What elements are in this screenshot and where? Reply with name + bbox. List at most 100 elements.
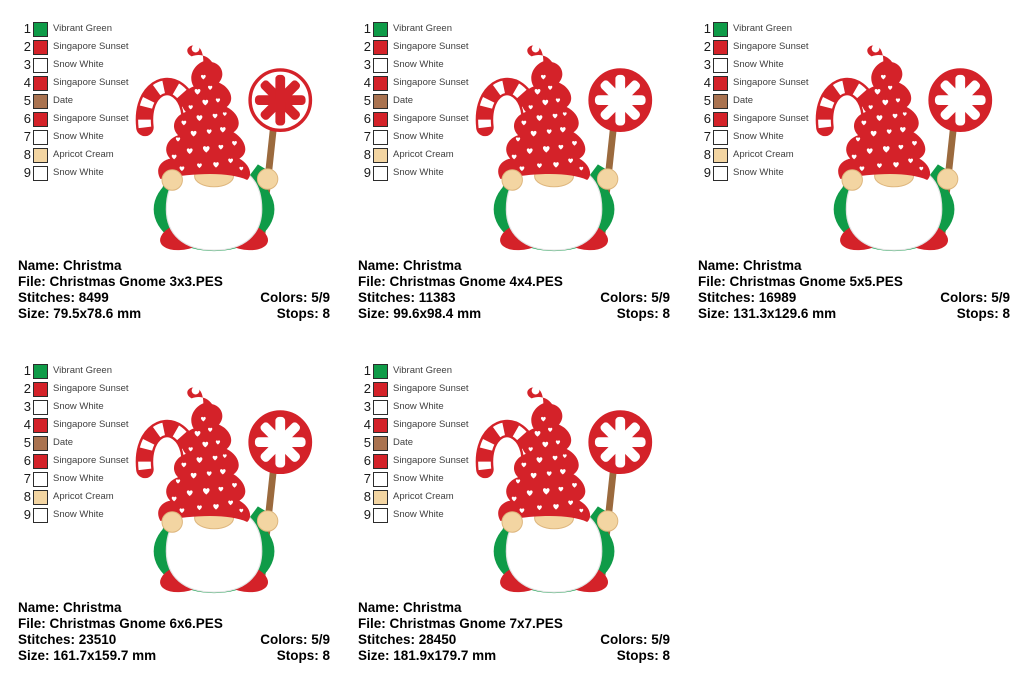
legend-item: 5 Date — [18, 435, 129, 451]
legend-number: 2 — [703, 39, 711, 54]
design-file: File: Christmas Gnome 5x5.PES — [698, 274, 903, 289]
legend-item: 7 Snow White — [358, 471, 469, 487]
legend-number: 6 — [703, 111, 711, 126]
gnome-right-hand — [256, 168, 279, 190]
legend-number: 3 — [703, 57, 711, 72]
design-stitches: Stitches: 16989 — [698, 290, 797, 305]
legend-swatch — [373, 453, 388, 469]
legend-number: 7 — [703, 129, 711, 144]
legend-label: Singapore Sunset — [733, 113, 809, 124]
legend-swatch — [33, 507, 48, 523]
legend-label: Snow White — [53, 473, 104, 484]
legend-number: 8 — [23, 147, 31, 162]
peppermint-lollipop-icon — [248, 68, 313, 133]
legend-item: 8 Apricot Cream — [358, 147, 469, 163]
gnome-hat — [158, 386, 251, 522]
legend-swatch — [33, 93, 48, 109]
gnome-illustration — [475, 386, 653, 594]
legend-swatch — [33, 39, 48, 55]
legend-number: 2 — [23, 381, 31, 396]
design-panel: 1 Vibrant Green 2 Singapore Sunset 3 Sno… — [350, 362, 682, 664]
gnome-left-hand — [841, 169, 863, 191]
legend-item: 6 Singapore Sunset — [358, 453, 469, 469]
legend-number: 4 — [23, 75, 31, 90]
design-stops: Stops: 8 — [616, 648, 670, 663]
legend-label: Singapore Sunset — [53, 383, 129, 394]
legend-label: Date — [53, 437, 74, 448]
legend-number: 9 — [363, 165, 371, 180]
design-info: Name: Christma File: Christmas Gnome 7x7… — [358, 600, 670, 664]
legend-swatch — [713, 129, 728, 145]
gnome-hat — [838, 44, 931, 180]
hat-hearts — [171, 416, 244, 514]
hat-hearts — [171, 74, 244, 172]
legend-number: 3 — [23, 399, 31, 414]
legend-swatch — [713, 111, 728, 127]
legend-label: Vibrant Green — [733, 23, 792, 34]
legend-label: Apricot Cream — [393, 491, 454, 502]
legend-item: 2 Singapore Sunset — [358, 39, 469, 55]
legend-item: 8 Apricot Cream — [18, 489, 129, 505]
legend-number: 4 — [703, 75, 711, 90]
peppermint-lollipop-icon — [928, 68, 993, 133]
legend-item: 3 Snow White — [358, 399, 469, 415]
legend-swatch — [713, 75, 728, 91]
legend-number: 1 — [703, 21, 711, 36]
legend-label: Apricot Cream — [733, 149, 794, 160]
legend-number: 6 — [363, 111, 371, 126]
gnome-illustration — [475, 44, 653, 252]
peppermint-lollipop-icon — [588, 68, 653, 133]
legend-item: 2 Singapore Sunset — [698, 39, 809, 55]
legend-item: 4 Singapore Sunset — [698, 75, 809, 91]
legend-label: Snow White — [733, 167, 784, 178]
legend-item: 9 Snow White — [698, 165, 809, 181]
hat-tip-dot — [191, 44, 200, 53]
legend-item: 1 Vibrant Green — [358, 21, 469, 37]
legend-label: Singapore Sunset — [53, 455, 129, 466]
legend-label: Apricot Cream — [53, 491, 114, 502]
design-colors: Colors: 5/9 — [600, 290, 670, 305]
legend-swatch — [373, 129, 388, 145]
legend-number: 1 — [23, 21, 31, 36]
legend-item: 1 Vibrant Green — [698, 21, 809, 37]
legend-number: 9 — [363, 507, 371, 522]
design-size: Size: 181.9x179.7 mm — [358, 648, 497, 663]
gnome-left-hand — [501, 169, 523, 191]
design-size: Size: 79.5x78.6 mm — [18, 306, 142, 321]
legend-item: 5 Date — [18, 93, 129, 109]
hat-hearts — [851, 74, 924, 172]
legend-label: Singapore Sunset — [393, 383, 469, 394]
design-panel: 1 Vibrant Green 2 Singapore Sunset 3 Sno… — [350, 20, 682, 322]
legend-swatch — [33, 399, 48, 415]
legend-swatch — [373, 147, 388, 163]
design-file: File: Christmas Gnome 4x4.PES — [358, 274, 563, 289]
design-info: Name: Christma File: Christmas Gnome 5x5… — [698, 258, 1010, 322]
gnome-right-hand — [256, 510, 279, 532]
thread-legend: 1 Vibrant Green 2 Singapore Sunset 3 Sno… — [358, 363, 469, 526]
legend-swatch — [373, 111, 388, 127]
legend-swatch — [373, 381, 388, 397]
legend-label: Singapore Sunset — [53, 419, 129, 430]
legend-number: 9 — [23, 165, 31, 180]
legend-swatch — [373, 165, 388, 181]
legend-number: 4 — [23, 417, 31, 432]
legend-item: 4 Singapore Sunset — [358, 417, 469, 433]
legend-number: 1 — [363, 21, 371, 36]
legend-swatch — [33, 417, 48, 433]
design-colors: Colors: 5/9 — [600, 632, 670, 647]
design-panel: 1 Vibrant Green 2 Singapore Sunset 3 Sno… — [10, 362, 342, 664]
legend-number: 1 — [23, 363, 31, 378]
legend-swatch — [33, 381, 48, 397]
design-file: File: Christmas Gnome 6x6.PES — [18, 616, 223, 631]
gnome-artwork — [452, 374, 660, 596]
legend-swatch — [33, 453, 48, 469]
design-panel: 1 Vibrant Green 2 Singapore Sunset 3 Sno… — [690, 20, 1022, 322]
legend-label: Snow White — [53, 167, 104, 178]
legend-label: Singapore Sunset — [393, 113, 469, 124]
legend-swatch — [33, 165, 48, 181]
legend-number: 7 — [363, 471, 371, 486]
legend-number: 9 — [23, 507, 31, 522]
gnome-artwork — [112, 374, 320, 596]
legend-swatch — [373, 363, 388, 379]
legend-swatch — [33, 471, 48, 487]
